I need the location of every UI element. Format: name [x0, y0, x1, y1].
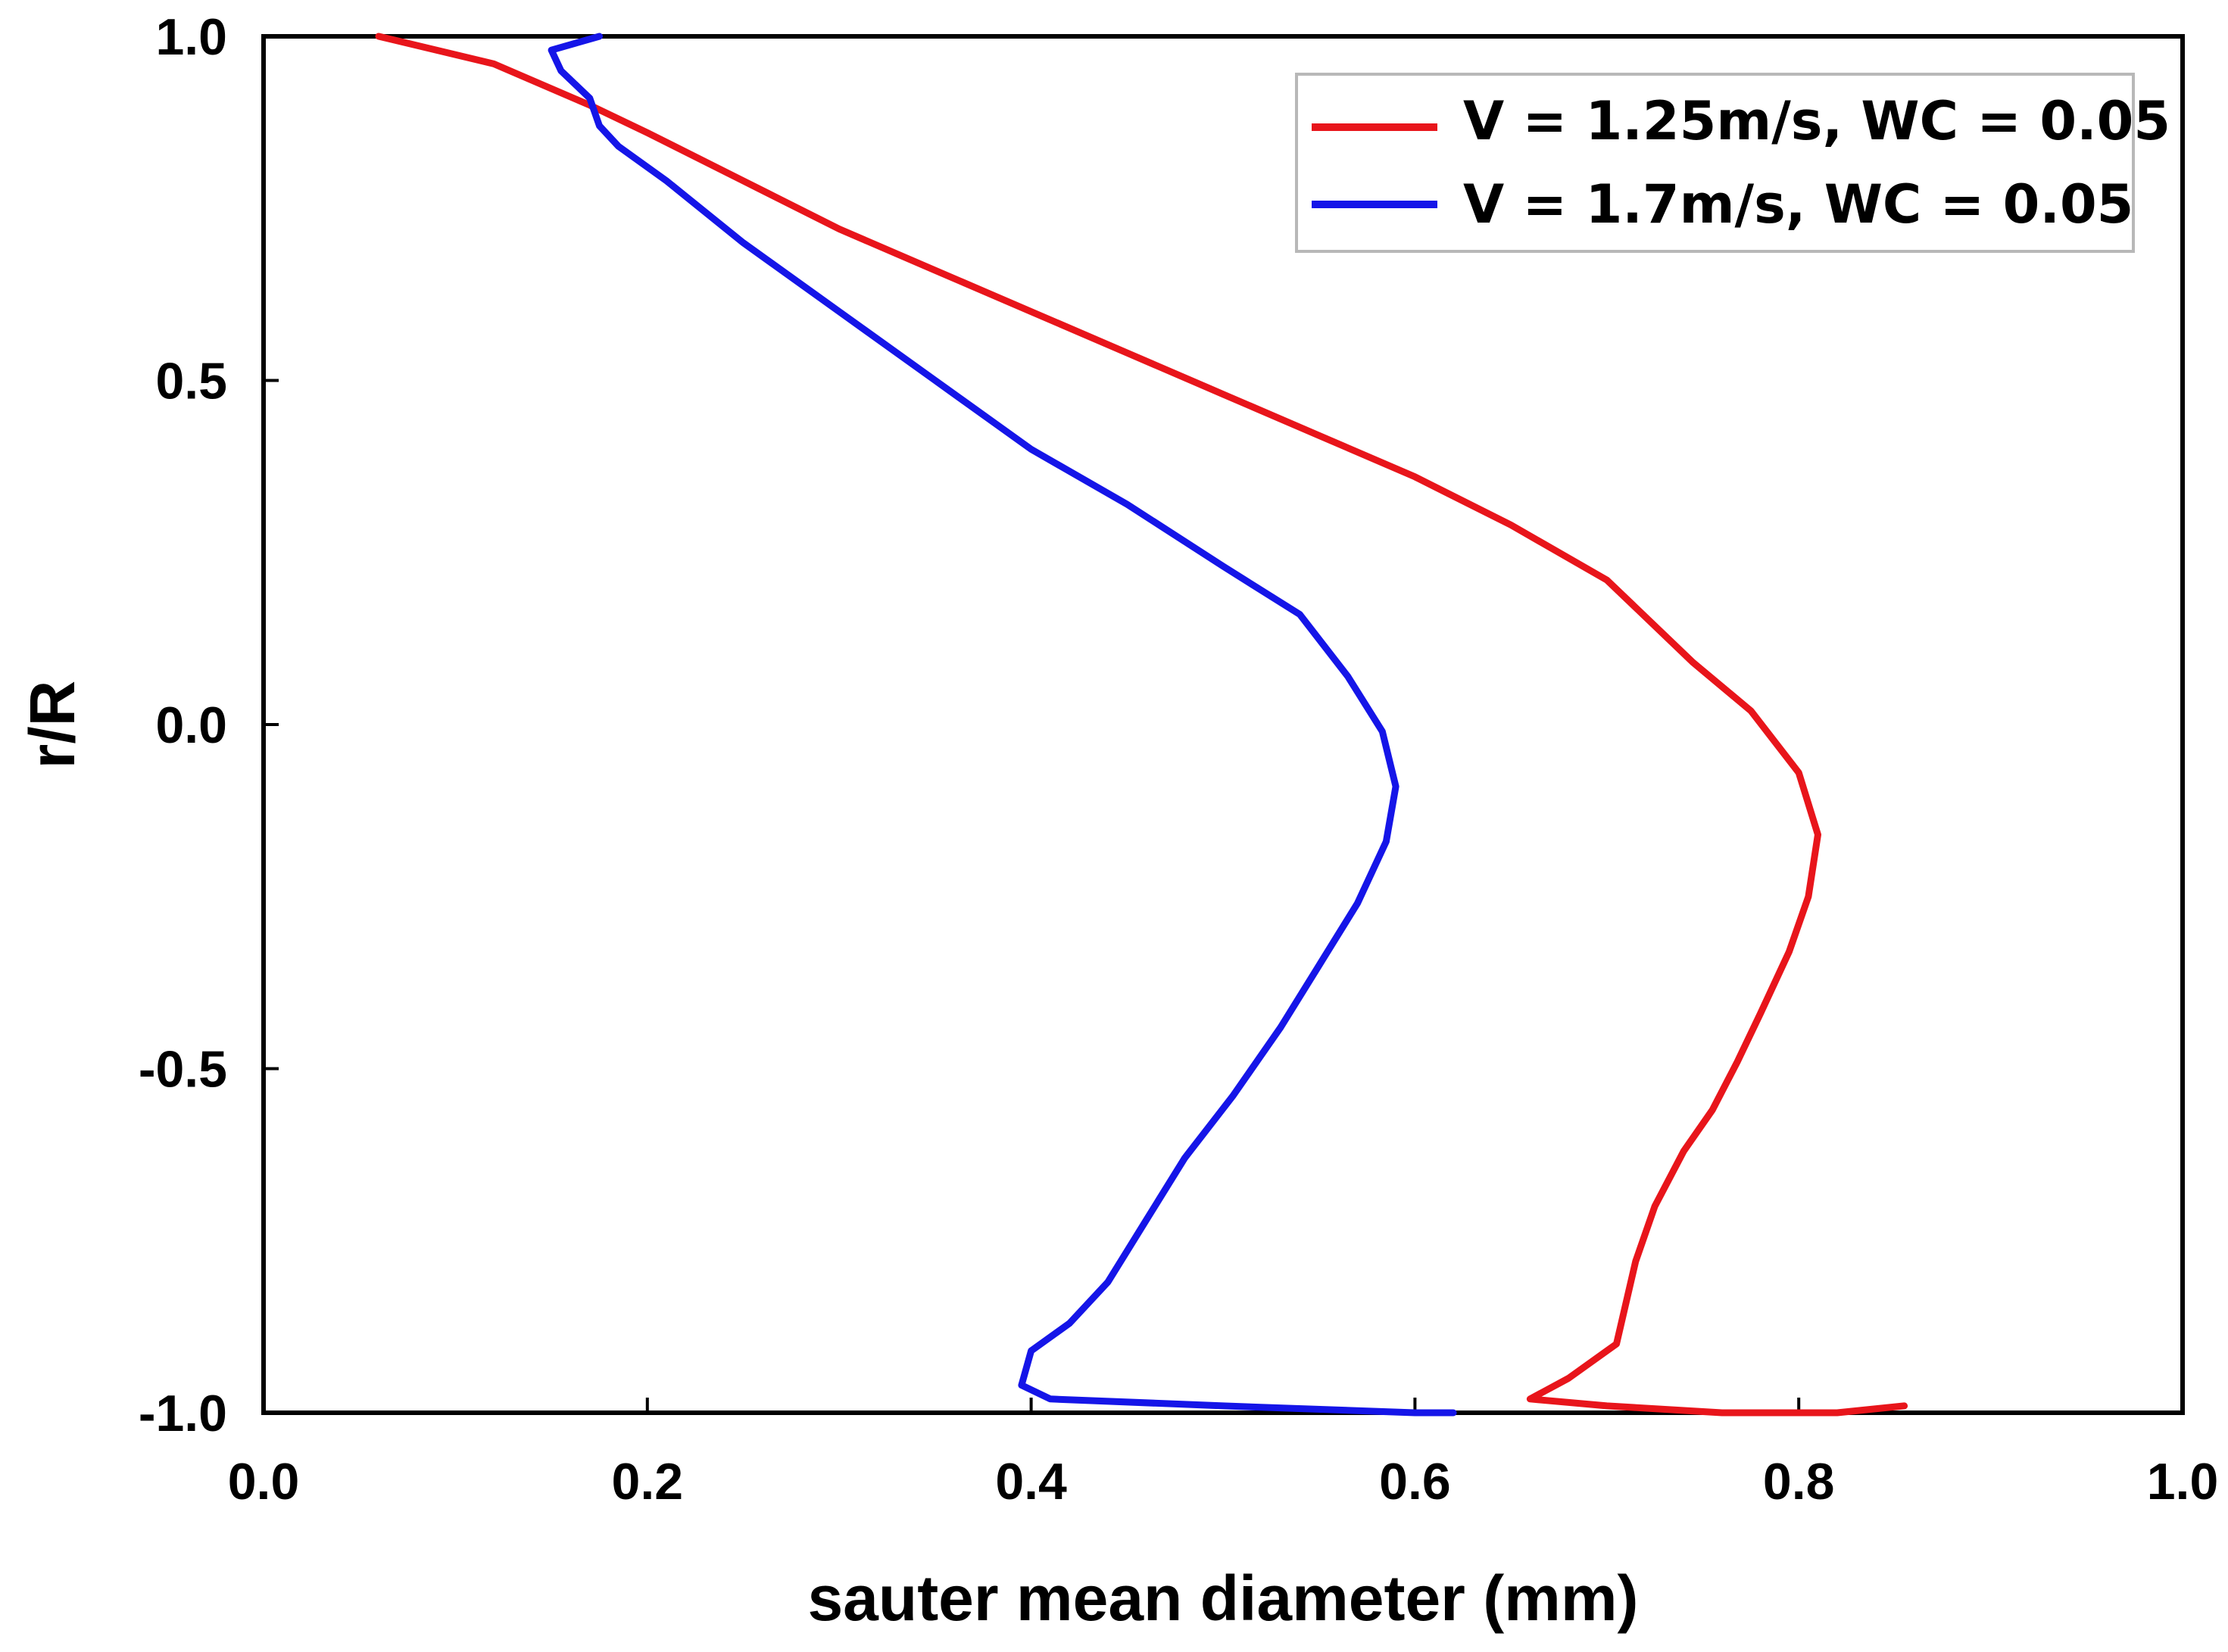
plot-area-frame [261, 34, 2185, 1415]
legend-label-series-1: V = 1.25m/s, WC = 0.05 [1463, 90, 2170, 152]
x-tick-label: 1.0 [2147, 1453, 2219, 1510]
series-line-1 [375, 33, 1908, 1417]
y-tick-label: 1.0 [155, 8, 227, 66]
y-tick-label: -1.0 [139, 1385, 227, 1442]
series-layer [375, 33, 1908, 1417]
legend: V = 1.25m/s, WC = 0.05 V = 1.7m/s, WC = … [1295, 73, 2170, 253]
x-tick-label: 0.8 [1763, 1453, 1835, 1510]
y-tick-label: -0.5 [139, 1041, 227, 1099]
legend-box [1295, 73, 2135, 253]
x-tick-label: 0.2 [612, 1453, 684, 1510]
y-axis-title: r/R [17, 681, 88, 769]
y-axis-ticks: 1.0 0.5 0.0 -0.5 -1.0 [139, 8, 279, 1442]
x-tick-label: 0.4 [995, 1453, 1067, 1510]
y-tick-label: 0.0 [155, 697, 227, 754]
x-axis-title: sauter mean diameter (mm) [807, 1563, 1638, 1634]
x-axis-ticks: 0.0 0.2 0.4 0.6 0.8 1.0 [228, 1398, 2219, 1510]
plot-frame-group [261, 34, 2185, 1415]
series-line-2 [548, 33, 1457, 1417]
x-tick-label: 0.0 [228, 1453, 300, 1510]
x-tick-label: 0.6 [1379, 1453, 1451, 1510]
legend-label-series-2: V = 1.7m/s, WC = 0.05 [1463, 173, 2133, 235]
y-tick-label: 0.5 [155, 353, 227, 410]
